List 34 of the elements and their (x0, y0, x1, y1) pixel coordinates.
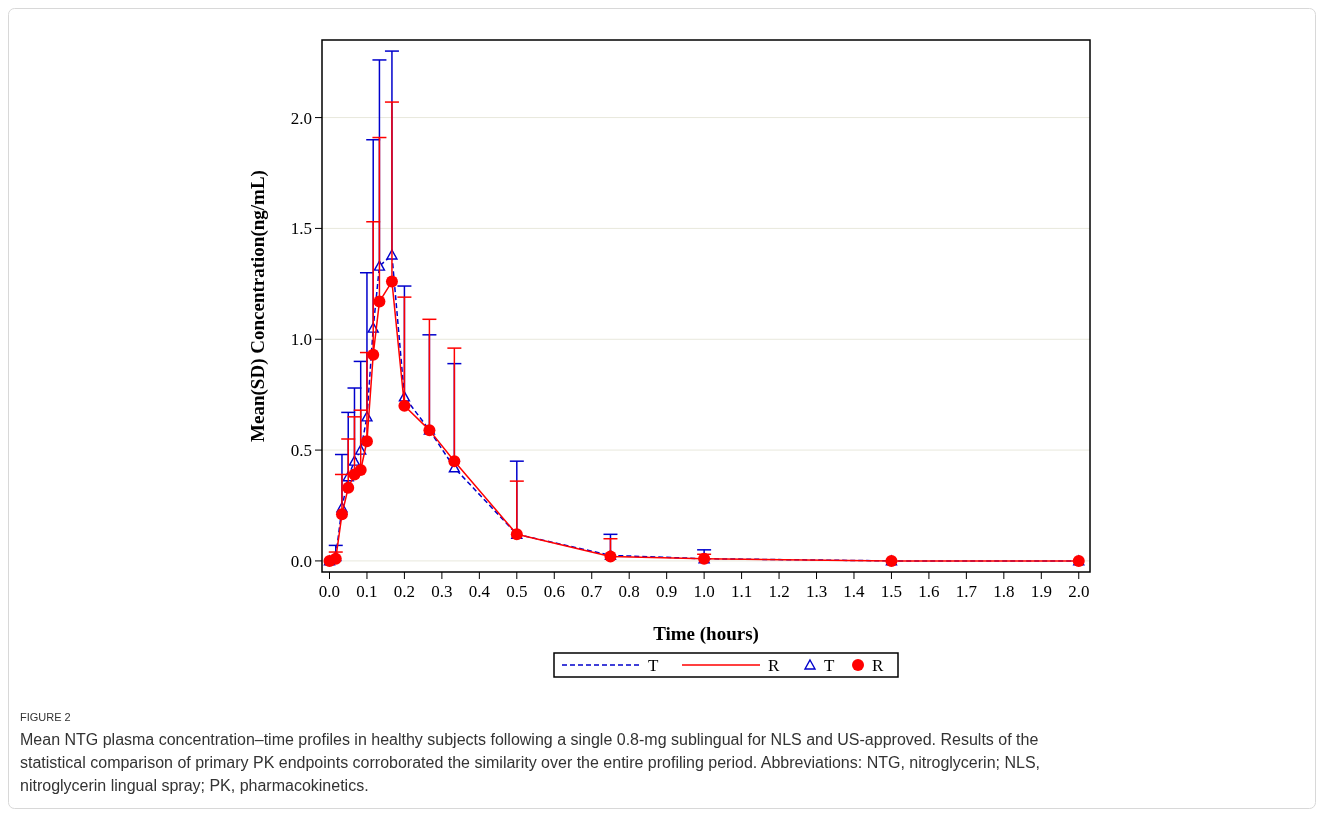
x-tick-label: 0.1 (356, 582, 378, 601)
x-tick-label: 1.0 (693, 582, 715, 601)
y-tick-label: 2.0 (290, 108, 312, 128)
x-tick-label: 0.6 (543, 582, 565, 601)
x-tick-label: 0.8 (618, 582, 640, 601)
x-tick-label: 1.6 (918, 582, 940, 601)
y-tick-label: 0.0 (290, 551, 312, 571)
x-tick-label: 0.4 (468, 582, 491, 601)
x-tick-label: 1.8 (993, 582, 1015, 601)
x-tick-label: 1.7 (955, 582, 978, 601)
x-tick-label: 1.5 (880, 582, 903, 601)
x-tick-label: 2.0 (1068, 582, 1090, 601)
y-tick-label: 1.5 (290, 219, 312, 239)
x-tick-label: 1.1 (730, 582, 753, 601)
x-tick-label: 0.9 (656, 582, 678, 601)
text: Mean NTG plasma concentration–time profiles in healthy subjects following a single 0.8-mg sublingual for NLS and US-approved. Results of the statistical comparison of primary PK endpoints corroborated the similarity over the entire profiling period. Abbreviations: NTG, nitroglycerin; NLS, nitroglycerin lingual spray; PK, pharmacokinetics. (20, 731, 1041, 794)
x-axis-title: Time (hours) (653, 623, 759, 645)
y-tick-label: 0.5 (290, 441, 312, 461)
x-tick-label: 0.2 (393, 582, 416, 601)
x-tick-label: 0.7 (581, 582, 603, 601)
x-tick-label: 1.2 (768, 582, 790, 601)
x-tick-label: 0.5 (506, 582, 528, 601)
x-tick-label: 1.4 (843, 582, 866, 601)
x-tick-label: 0.0 (318, 582, 341, 601)
x-tick-label: 1.9 (1030, 582, 1052, 601)
legend-label: R (768, 656, 780, 675)
caption: FIGURE 2 (20, 711, 71, 723)
text: T (824, 656, 835, 675)
x-tick-label: 1.3 (805, 582, 828, 601)
y-tick-label: 1.0 (290, 330, 312, 350)
x-tick-label: 0.3 (431, 582, 453, 601)
legend-label: T (648, 656, 659, 675)
text: R (872, 656, 884, 675)
y-axis-title: Mean(SD) Concentration(ng/mL) (247, 170, 269, 442)
